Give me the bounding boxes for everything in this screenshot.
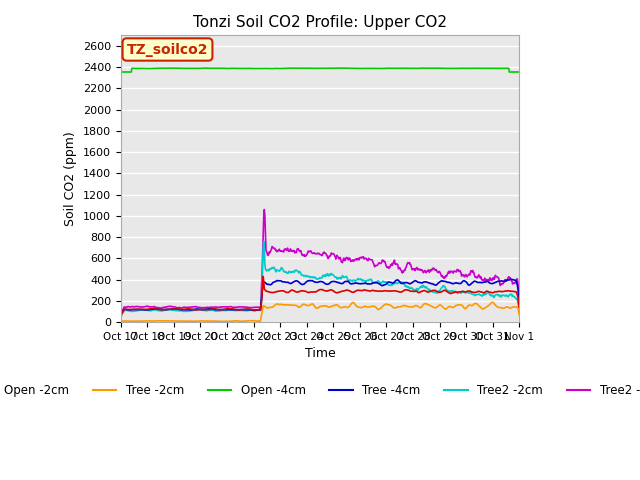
Tree2 - 4cm [368, 257, 376, 263]
Tree2 - 4cm [117, 309, 125, 314]
Tree2 - 4cm [205, 305, 213, 311]
Tree -4cm [367, 281, 375, 287]
Tree -4cm [515, 302, 523, 308]
Open -2cm [515, 307, 523, 312]
Open -2cm [124, 307, 132, 312]
Tree -2cm [117, 319, 125, 324]
Tree -2cm [489, 300, 497, 305]
Line: Tree -4cm: Tree -4cm [121, 279, 519, 313]
Open -2cm [380, 288, 387, 294]
Open -4cm [515, 69, 523, 75]
Open -2cm [227, 306, 234, 312]
Open -2cm [117, 313, 125, 319]
Tree2 -2cm [515, 305, 523, 311]
Tree -4cm [379, 283, 387, 288]
Line: Open -4cm: Open -4cm [121, 68, 519, 72]
Tree2 -2cm [124, 308, 132, 313]
Open -2cm [259, 274, 267, 279]
Open -4cm [368, 65, 376, 71]
Open -2cm [165, 306, 173, 312]
Line: Tree2 - 4cm: Tree2 - 4cm [121, 210, 519, 312]
Tree -4cm [507, 276, 515, 282]
Tree -4cm [227, 307, 234, 312]
Line: Tree2 -2cm: Tree2 -2cm [121, 241, 519, 313]
Y-axis label: Soil CO2 (ppm): Soil CO2 (ppm) [64, 132, 77, 226]
Open -2cm [205, 307, 213, 312]
Tree2 - 4cm [165, 303, 173, 309]
Tree2 -2cm [165, 307, 173, 312]
Tree -4cm [165, 306, 173, 312]
Legend: Open -2cm, Tree -2cm, Open -4cm, Tree -4cm, Tree2 -2cm, Tree2 - 4cm: Open -2cm, Tree -2cm, Open -4cm, Tree -4… [0, 380, 640, 402]
Tree -4cm [205, 306, 213, 312]
X-axis label: Time: Time [305, 348, 335, 360]
Tree -2cm [227, 318, 234, 324]
Tree -2cm [205, 318, 213, 324]
Line: Tree -2cm: Tree -2cm [121, 302, 519, 322]
Tree2 -2cm [205, 308, 213, 313]
Text: TZ_soilco2: TZ_soilco2 [127, 43, 208, 57]
Tree -4cm [117, 311, 125, 316]
Tree2 -2cm [260, 239, 268, 244]
Tree2 -2cm [227, 307, 234, 313]
Tree2 -2cm [117, 311, 125, 316]
Title: Tonzi Soil CO2 Profile: Upper CO2: Tonzi Soil CO2 Profile: Upper CO2 [193, 15, 447, 30]
Open -2cm [368, 288, 376, 293]
Tree2 - 4cm [124, 304, 132, 310]
Open -4cm [205, 65, 213, 71]
Tree -2cm [165, 318, 173, 324]
Tree -2cm [367, 303, 375, 309]
Tree2 - 4cm [227, 304, 234, 310]
Tree2 -2cm [380, 278, 387, 284]
Tree -2cm [124, 318, 132, 324]
Tree -2cm [379, 303, 387, 309]
Open -4cm [227, 65, 234, 71]
Tree -2cm [515, 312, 523, 318]
Line: Open -2cm: Open -2cm [121, 276, 519, 316]
Open -4cm [380, 65, 387, 71]
Tree -4cm [124, 307, 132, 313]
Open -4cm [165, 65, 173, 71]
Open -4cm [124, 69, 132, 75]
Tree2 - 4cm [515, 293, 523, 299]
Tree2 - 4cm [260, 207, 268, 213]
Tree2 -2cm [368, 277, 376, 283]
Tree2 - 4cm [380, 258, 387, 264]
Open -4cm [334, 65, 342, 71]
Open -4cm [117, 69, 125, 75]
